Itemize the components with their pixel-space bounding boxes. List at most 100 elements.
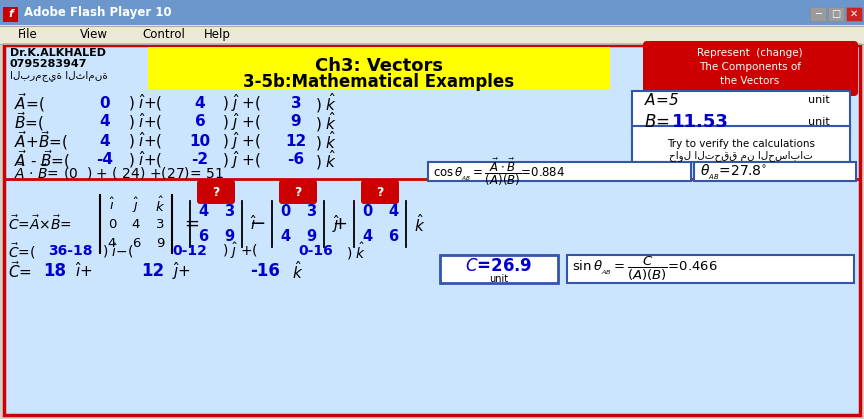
Text: $\vec{A}$ - $\vec{B}$=(: $\vec{A}$ - $\vec{B}$=( [14, 148, 70, 171]
FancyBboxPatch shape [279, 180, 317, 204]
Text: unit: unit [808, 95, 830, 105]
FancyBboxPatch shape [632, 91, 850, 138]
Text: ) $\hat{\imath}$+(: ) $\hat{\imath}$+( [128, 131, 162, 151]
Text: ─: ─ [815, 9, 821, 19]
Text: -2: -2 [192, 153, 208, 168]
Text: Ch3: Vectors: Ch3: Vectors [315, 57, 443, 75]
FancyBboxPatch shape [0, 0, 864, 25]
Text: $\hat{\jmath}$: $\hat{\jmath}$ [132, 195, 140, 215]
Text: Adobe Flash Player 10: Adobe Flash Player 10 [24, 7, 172, 20]
Text: $\cos\theta_{_{AB}}=\dfrac{\vec{A}\cdot\vec{B}}{(A)(B)}$=0.884: $\cos\theta_{_{AB}}=\dfrac{\vec{A}\cdot\… [433, 156, 565, 188]
FancyBboxPatch shape [361, 180, 399, 204]
Text: 0795283947: 0795283947 [10, 59, 87, 69]
FancyBboxPatch shape [3, 7, 18, 22]
Text: ) $\hat{\jmath}$ +(: ) $\hat{\jmath}$ +( [222, 241, 258, 261]
Text: 18: 18 [43, 262, 67, 280]
Text: Help: Help [204, 28, 231, 41]
Text: $\vec{C}$=(: $\vec{C}$=( [8, 241, 35, 261]
Text: 9: 9 [156, 236, 164, 249]
Text: $\vec{A}$+$\vec{B}$=(: $\vec{A}$+$\vec{B}$=( [14, 129, 68, 153]
Text: 6: 6 [388, 228, 398, 243]
Text: 4: 4 [280, 228, 290, 243]
Text: ) $\hat{\jmath}$ +(: ) $\hat{\jmath}$ +( [222, 111, 261, 133]
Text: □: □ [831, 9, 841, 19]
Text: 0: 0 [280, 204, 290, 220]
Text: Control: Control [142, 28, 185, 41]
Text: 12: 12 [285, 134, 307, 148]
Text: 4: 4 [362, 228, 372, 243]
Text: 6: 6 [198, 228, 208, 243]
Text: ) $\hat{\imath}$−(: ) $\hat{\imath}$−( [102, 242, 134, 260]
Text: 9: 9 [224, 228, 234, 243]
Text: =: = [184, 215, 199, 233]
Text: ) $\hat{k}$: ) $\hat{k}$ [346, 241, 366, 261]
FancyBboxPatch shape [810, 7, 826, 21]
Text: حاول التحقق من الحسابات: حاول التحقق من الحسابات [669, 150, 813, 161]
Text: ) $\hat{\jmath}$ +(: ) $\hat{\jmath}$ +( [222, 92, 261, 114]
Text: $\mathit{C}$=26.9: $\mathit{C}$=26.9 [465, 257, 533, 275]
Text: 4: 4 [388, 204, 398, 220]
Text: 4: 4 [108, 236, 116, 249]
Text: $\hat{\imath}$: $\hat{\imath}$ [109, 197, 115, 213]
Text: 12: 12 [142, 262, 164, 280]
FancyBboxPatch shape [428, 162, 691, 181]
Text: 6: 6 [132, 236, 140, 249]
Text: −: − [250, 215, 266, 233]
Text: -4: -4 [97, 153, 113, 168]
FancyBboxPatch shape [4, 45, 860, 415]
Text: ) $\hat{k}$: ) $\hat{k}$ [315, 91, 337, 115]
FancyBboxPatch shape [567, 255, 854, 283]
FancyBboxPatch shape [197, 180, 235, 204]
Text: 4: 4 [198, 204, 208, 220]
Text: 3: 3 [224, 204, 234, 220]
FancyBboxPatch shape [440, 255, 558, 283]
Text: ) $\hat{\imath}$+(: ) $\hat{\imath}$+( [128, 93, 162, 114]
FancyBboxPatch shape [0, 25, 864, 44]
Text: 4: 4 [194, 96, 206, 111]
Text: $\hat{k}$: $\hat{k}$ [414, 213, 425, 235]
Text: f: f [8, 10, 13, 20]
Text: 0: 0 [99, 96, 111, 111]
Text: $\hat{\jmath}$+: $\hat{\jmath}$+ [172, 260, 191, 282]
Text: $\mathit{A}$=5: $\mathit{A}$=5 [644, 92, 679, 108]
Text: 9: 9 [290, 114, 302, 129]
Text: $\hat{\imath}$: $\hat{\imath}$ [250, 215, 257, 233]
Text: 0-16: 0-16 [299, 244, 334, 258]
Text: View: View [80, 28, 108, 41]
Text: 4: 4 [99, 134, 111, 148]
Text: $\vec{A}$=(: $\vec{A}$=( [14, 91, 45, 114]
Text: $\mathit{B}$=: $\mathit{B}$= [644, 113, 670, 131]
Text: $\vec{A}$ · $\vec{B}$= (0  ) + ( 24) +(27)= 51: $\vec{A}$ · $\vec{B}$= (0 ) + ( 24) +(27… [14, 162, 224, 182]
Text: $\theta_{_{AB}}$=27.8$^{\circ}$: $\theta_{_{AB}}$=27.8$^{\circ}$ [700, 163, 767, 181]
Text: $\vec{B}$=(: $\vec{B}$=( [14, 111, 44, 134]
Text: ) $\hat{k}$: ) $\hat{k}$ [315, 110, 337, 134]
Text: 0: 0 [108, 217, 116, 230]
Text: 36-18: 36-18 [48, 244, 92, 258]
FancyBboxPatch shape [148, 47, 610, 89]
Text: $\hat{k}$: $\hat{k}$ [155, 195, 165, 215]
Text: ) $\hat{k}$: ) $\hat{k}$ [315, 148, 337, 172]
Text: 0: 0 [362, 204, 372, 220]
Text: 10: 10 [189, 134, 211, 148]
Text: ?: ? [213, 186, 219, 199]
FancyBboxPatch shape [828, 7, 844, 21]
Text: ) $\hat{\imath}$+(: ) $\hat{\imath}$+( [128, 150, 162, 171]
Text: ?: ? [295, 186, 302, 199]
Text: -16: -16 [250, 262, 280, 280]
Text: 3: 3 [156, 217, 164, 230]
Text: unit: unit [808, 117, 830, 127]
Text: ✕: ✕ [850, 9, 858, 19]
Text: 0-12: 0-12 [173, 244, 207, 258]
Text: 4: 4 [99, 114, 111, 129]
Text: 4: 4 [132, 217, 140, 230]
Text: $\vec{C}$=$\vec{A}$$\times$$\vec{B}$=: $\vec{C}$=$\vec{A}$$\times$$\vec{B}$= [8, 215, 72, 233]
Text: ) $\hat{\imath}$+(: ) $\hat{\imath}$+( [128, 111, 162, 132]
Text: $\sin\theta_{_{AB}}=\dfrac{C}{(A)(B)}$=0.466: $\sin\theta_{_{AB}}=\dfrac{C}{(A)(B)}$=0… [572, 255, 718, 283]
Text: Try to verify the calculations: Try to verify the calculations [667, 139, 815, 149]
Text: $\hat{\imath}$+: $\hat{\imath}$+ [75, 261, 92, 280]
Text: $\vec{C}$=: $\vec{C}$= [8, 261, 32, 282]
Text: ?: ? [377, 186, 384, 199]
Text: 11.53: 11.53 [672, 113, 729, 131]
Text: 3: 3 [290, 96, 302, 111]
Text: Dr.K.ALKHALED: Dr.K.ALKHALED [10, 48, 106, 58]
